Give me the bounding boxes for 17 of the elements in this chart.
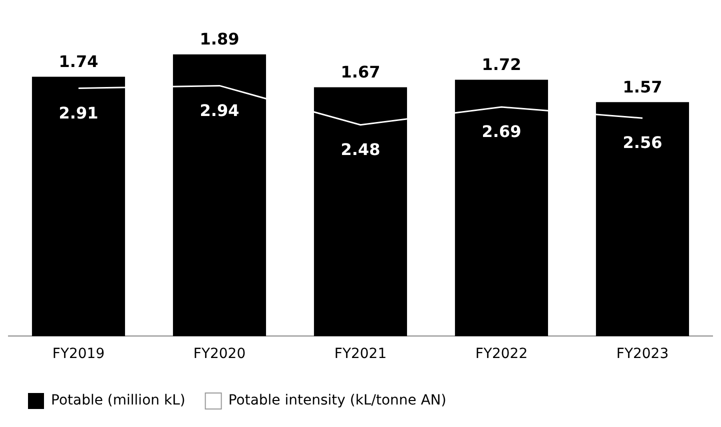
data-label: 1.67 [340,62,380,82]
x-tick-label: FY2020 [193,346,246,362]
data-label: 2.69 [482,122,522,142]
data-label: 2.48 [340,140,380,160]
data-label: 1.74 [58,52,98,71]
data-label: 1.89 [200,30,240,49]
x-tick-label: FY2019 [52,346,105,362]
data-label: 2.94 [200,100,240,120]
data-label: 2.91 [58,103,98,122]
data-label: 2.56 [622,133,662,152]
legend-label: Potable (million kL) [51,392,186,409]
x-tick-label: FY2021 [334,346,387,362]
legend-label: Potable intensity (kL/tonne AN) [228,392,446,409]
data-label: 1.57 [622,77,662,96]
x-tick-label: FY2022 [475,346,528,362]
x-tick-label: FY2023 [616,346,669,362]
data-label: 1.72 [482,54,522,74]
